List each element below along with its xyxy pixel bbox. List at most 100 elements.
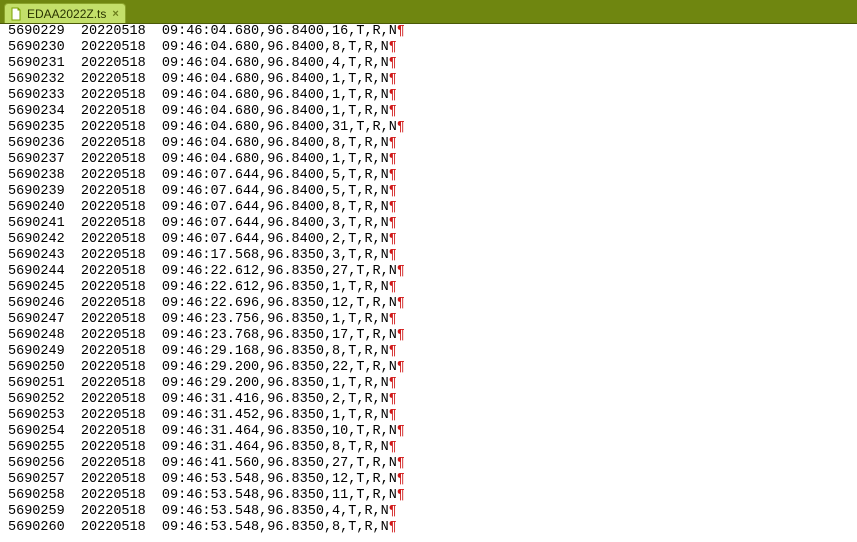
line-text: 5690244 20220518 09:46:22.612,96.8350,27… [8, 264, 397, 279]
editor-line: 5690253 20220518 09:46:31.452,96.8350,1,… [8, 408, 849, 424]
line-text: 5690248 20220518 09:46:23.768,96.8350,17… [8, 328, 397, 343]
tab-bar: EDAA2022Z.ts × [0, 0, 857, 24]
pilcrow-icon: ¶ [389, 392, 397, 407]
pilcrow-icon: ¶ [397, 472, 405, 487]
pilcrow-icon: ¶ [389, 248, 397, 263]
close-icon[interactable]: × [110, 8, 120, 20]
editor-line: 5690239 20220518 09:46:07.644,96.8400,5,… [8, 184, 849, 200]
line-text: 5690255 20220518 09:46:31.464,96.8350,8,… [8, 440, 389, 455]
pilcrow-icon: ¶ [389, 104, 397, 119]
pilcrow-icon: ¶ [389, 56, 397, 71]
pilcrow-icon: ¶ [397, 296, 405, 311]
pilcrow-icon: ¶ [397, 424, 405, 439]
line-text: 5690238 20220518 09:46:07.644,96.8400,5,… [8, 168, 389, 183]
editor-line: 5690242 20220518 09:46:07.644,96.8400,2,… [8, 232, 849, 248]
pilcrow-icon: ¶ [389, 408, 397, 423]
editor-line: 5690251 20220518 09:46:29.200,96.8350,1,… [8, 376, 849, 392]
editor-line: 5690252 20220518 09:46:31.416,96.8350,2,… [8, 392, 849, 408]
line-text: 5690246 20220518 09:46:22.696,96.8350,12… [8, 296, 397, 311]
line-text: 5690252 20220518 09:46:31.416,96.8350,2,… [8, 392, 389, 407]
line-text: 5690229 20220518 09:46:04.680,96.8400,16… [8, 24, 397, 39]
editor-line: 5690260 20220518 09:46:53.548,96.8350,8,… [8, 520, 849, 536]
pilcrow-icon: ¶ [389, 136, 397, 151]
editor-line: 5690254 20220518 09:46:31.464,96.8350,10… [8, 424, 849, 440]
editor-line: 5690233 20220518 09:46:04.680,96.8400,1,… [8, 88, 849, 104]
line-text: 5690260 20220518 09:46:53.548,96.8350,8,… [8, 520, 389, 535]
editor-line: 5690237 20220518 09:46:04.680,96.8400,1,… [8, 152, 849, 168]
editor-line: 5690238 20220518 09:46:07.644,96.8400,5,… [8, 168, 849, 184]
editor-line: 5690240 20220518 09:46:07.644,96.8400,8,… [8, 200, 849, 216]
line-text: 5690243 20220518 09:46:17.568,96.8350,3,… [8, 248, 389, 263]
editor-line: 5690257 20220518 09:46:53.548,96.8350,12… [8, 472, 849, 488]
pilcrow-icon: ¶ [389, 216, 397, 231]
line-text: 5690254 20220518 09:46:31.464,96.8350,10… [8, 424, 397, 439]
editor-line: 5690243 20220518 09:46:17.568,96.8350,3,… [8, 248, 849, 264]
pilcrow-icon: ¶ [397, 24, 405, 39]
pilcrow-icon: ¶ [397, 488, 405, 503]
editor-line: 5690255 20220518 09:46:31.464,96.8350,8,… [8, 440, 849, 456]
pilcrow-icon: ¶ [397, 360, 405, 375]
pilcrow-icon: ¶ [389, 72, 397, 87]
line-text: 5690235 20220518 09:46:04.680,96.8400,31… [8, 120, 397, 135]
pilcrow-icon: ¶ [397, 456, 405, 471]
editor-line: 5690232 20220518 09:46:04.680,96.8400,1,… [8, 72, 849, 88]
file-icon [9, 7, 23, 21]
editor-line: 5690230 20220518 09:46:04.680,96.8400,8,… [8, 40, 849, 56]
line-text: 5690234 20220518 09:46:04.680,96.8400,1,… [8, 104, 389, 119]
line-text: 5690230 20220518 09:46:04.680,96.8400,8,… [8, 40, 389, 55]
pilcrow-icon: ¶ [389, 232, 397, 247]
editor-line: 5690247 20220518 09:46:23.756,96.8350,1,… [8, 312, 849, 328]
editor-line: 5690259 20220518 09:46:53.548,96.8350,4,… [8, 504, 849, 520]
line-text: 5690251 20220518 09:46:29.200,96.8350,1,… [8, 376, 389, 391]
pilcrow-icon: ¶ [397, 120, 405, 135]
pilcrow-icon: ¶ [389, 312, 397, 327]
editor-line: 5690234 20220518 09:46:04.680,96.8400,1,… [8, 104, 849, 120]
line-text: 5690231 20220518 09:46:04.680,96.8400,4,… [8, 56, 389, 71]
line-text: 5690240 20220518 09:46:07.644,96.8400,8,… [8, 200, 389, 215]
editor-line: 5690258 20220518 09:46:53.548,96.8350,11… [8, 488, 849, 504]
editor-line: 5690241 20220518 09:46:07.644,96.8400,3,… [8, 216, 849, 232]
line-text: 5690256 20220518 09:46:41.560,96.8350,27… [8, 456, 397, 471]
pilcrow-icon: ¶ [397, 264, 405, 279]
editor-line: 5690244 20220518 09:46:22.612,96.8350,27… [8, 264, 849, 280]
editor-line: 5690256 20220518 09:46:41.560,96.8350,27… [8, 456, 849, 472]
editor-line: 5690250 20220518 09:46:29.200,96.8350,22… [8, 360, 849, 376]
line-text: 5690247 20220518 09:46:23.756,96.8350,1,… [8, 312, 389, 327]
editor-line: 5690235 20220518 09:46:04.680,96.8400,31… [8, 120, 849, 136]
pilcrow-icon: ¶ [389, 200, 397, 215]
editor-line: 5690248 20220518 09:46:23.768,96.8350,17… [8, 328, 849, 344]
pilcrow-icon: ¶ [389, 520, 397, 535]
pilcrow-icon: ¶ [389, 168, 397, 183]
line-text: 5690258 20220518 09:46:53.548,96.8350,11… [8, 488, 397, 503]
pilcrow-icon: ¶ [389, 344, 397, 359]
line-text: 5690237 20220518 09:46:04.680,96.8400,1,… [8, 152, 389, 167]
file-tab[interactable]: EDAA2022Z.ts × [4, 3, 126, 23]
pilcrow-icon: ¶ [389, 88, 397, 103]
editor-line: 5690229 20220518 09:46:04.680,96.8400,16… [8, 24, 849, 40]
pilcrow-icon: ¶ [389, 40, 397, 55]
tab-filename: EDAA2022Z.ts [27, 7, 106, 21]
line-text: 5690259 20220518 09:46:53.548,96.8350,4,… [8, 504, 389, 519]
pilcrow-icon: ¶ [397, 328, 405, 343]
editor-area[interactable]: 5690229 20220518 09:46:04.680,96.8400,16… [0, 24, 857, 542]
line-text: 5690241 20220518 09:46:07.644,96.8400,3,… [8, 216, 389, 231]
line-text: 5690249 20220518 09:46:29.168,96.8350,8,… [8, 344, 389, 359]
pilcrow-icon: ¶ [389, 440, 397, 455]
line-text: 5690232 20220518 09:46:04.680,96.8400,1,… [8, 72, 389, 87]
line-text: 5690236 20220518 09:46:04.680,96.8400,8,… [8, 136, 389, 151]
pilcrow-icon: ¶ [389, 152, 397, 167]
pilcrow-icon: ¶ [389, 504, 397, 519]
pilcrow-icon: ¶ [389, 376, 397, 391]
line-text: 5690250 20220518 09:46:29.200,96.8350,22… [8, 360, 397, 375]
line-text: 5690242 20220518 09:46:07.644,96.8400,2,… [8, 232, 389, 247]
line-text: 5690257 20220518 09:46:53.548,96.8350,12… [8, 472, 397, 487]
editor-line: 5690246 20220518 09:46:22.696,96.8350,12… [8, 296, 849, 312]
line-text: 5690239 20220518 09:46:07.644,96.8400,5,… [8, 184, 389, 199]
editor-line: 5690245 20220518 09:46:22.612,96.8350,1,… [8, 280, 849, 296]
line-text: 5690245 20220518 09:46:22.612,96.8350,1,… [8, 280, 389, 295]
editor-line: 5690231 20220518 09:46:04.680,96.8400,4,… [8, 56, 849, 72]
pilcrow-icon: ¶ [389, 184, 397, 199]
editor-line: 5690249 20220518 09:46:29.168,96.8350,8,… [8, 344, 849, 360]
pilcrow-icon: ¶ [389, 280, 397, 295]
editor-line: 5690236 20220518 09:46:04.680,96.8400,8,… [8, 136, 849, 152]
